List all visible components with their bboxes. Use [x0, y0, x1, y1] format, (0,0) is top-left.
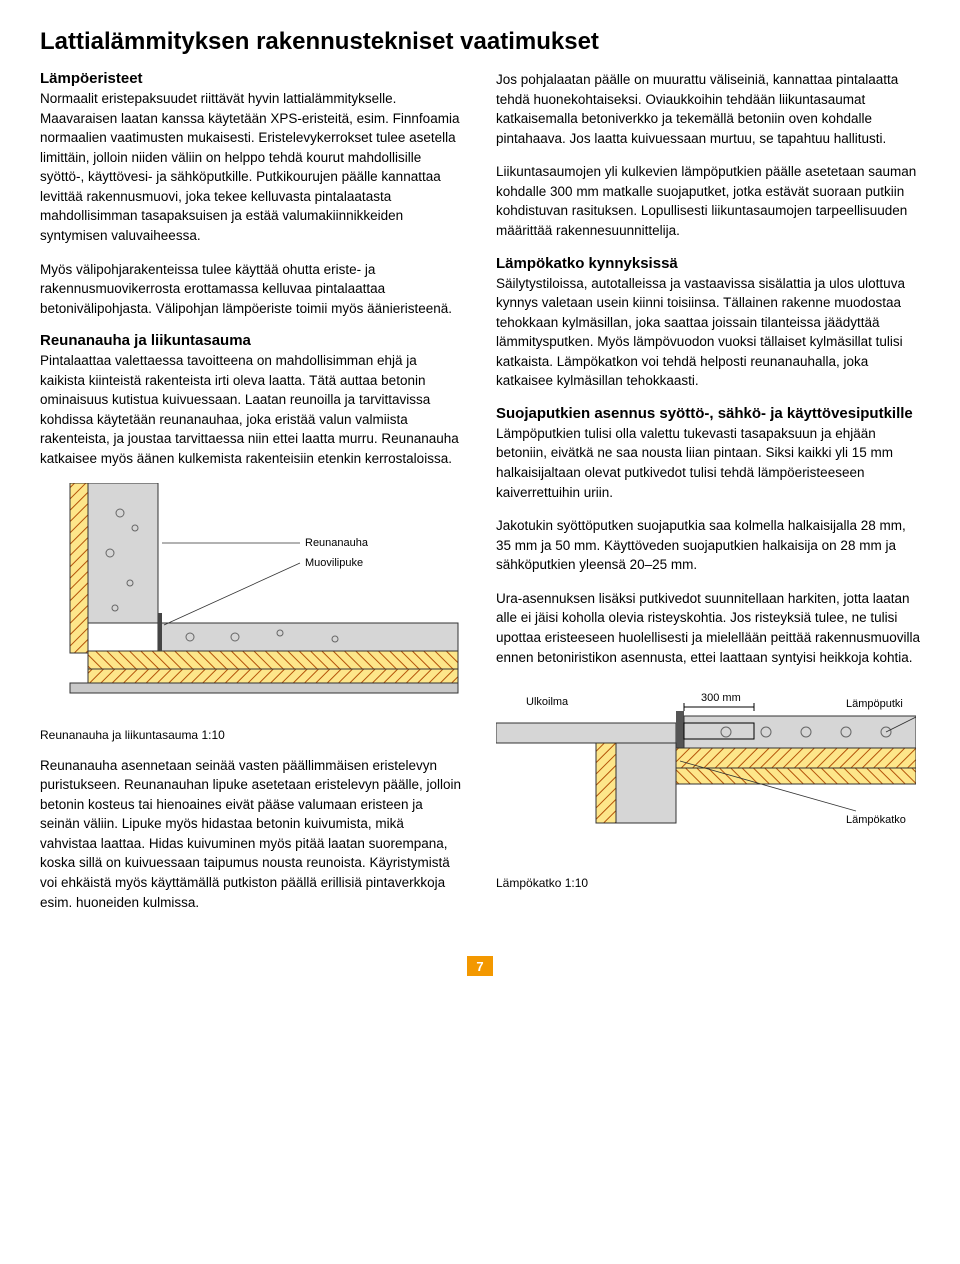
label-ulkoilma: Ulkoilma	[526, 696, 569, 708]
para-protect-3: Ura-asennuksen lisäksi putkivedot suunni…	[496, 589, 920, 667]
para-edge-strip: Pintalaattaa valettaessa tavoitteena on …	[40, 351, 464, 468]
diagram-thermal-break: 300 mm Ulkoilma Lämpöputki Lämpökatko	[496, 681, 920, 866]
para-joints-2: Liikuntasaumojen yli kulkevien lämpöputk…	[496, 162, 920, 240]
diagram2-caption: Lämpökatko 1:10	[496, 876, 920, 890]
left-column: Lämpöeristeet Normaalit eristepaksuudet …	[40, 70, 464, 926]
label-muovilipuke: Muovilipuke	[305, 557, 363, 569]
para-protect-2: Jakotukin syöttöputken suojaputkia saa k…	[496, 516, 920, 575]
page-number: 7	[467, 956, 493, 976]
para-insulation-2: Myös välipohjarakenteissa tulee käyttää …	[40, 260, 464, 319]
diagram1-caption: Reunanauha ja liikuntasauma 1:10	[40, 728, 464, 742]
page-number-wrap: 7	[40, 956, 920, 976]
label-reunanauha: Reunanauha	[305, 537, 369, 549]
label-lampoputki: Lämpöputki	[846, 698, 903, 710]
label-300mm: 300 mm	[701, 692, 741, 704]
heading-insulation: Lämpöeristeet	[40, 70, 464, 87]
two-column-layout: Lämpöeristeet Normaalit eristepaksuudet …	[40, 70, 920, 926]
para-threshold: Säilytystiloissa, autotalleissa ja vasta…	[496, 274, 920, 391]
page-title: Lattialämmityksen rakennustekniset vaati…	[40, 28, 920, 56]
heading-edge-strip: Reunanauha ja liikuntasauma	[40, 332, 464, 349]
right-column: Jos pohjalaatan päälle on muurattu välis…	[496, 70, 920, 926]
heading-protect: Suojaputkien asennus syöttö-, sähkö- ja …	[496, 405, 920, 422]
para-after-diagram: Reunanauha asennetaan seinää vasten pääl…	[40, 756, 464, 913]
para-protect-1: Lämpöputkien tulisi olla valettu tukevas…	[496, 424, 920, 502]
diagram-edge-strip: Reunanauha Muovilipuke	[40, 483, 464, 718]
para-insulation-1: Normaalit eristepaksuudet riittävät hyvi…	[40, 89, 464, 246]
label-lampokatko: Lämpökatko	[846, 814, 906, 826]
heading-threshold: Lämpökatko kynnyksissä	[496, 255, 920, 272]
para-joints-1: Jos pohjalaatan päälle on muurattu välis…	[496, 70, 920, 148]
